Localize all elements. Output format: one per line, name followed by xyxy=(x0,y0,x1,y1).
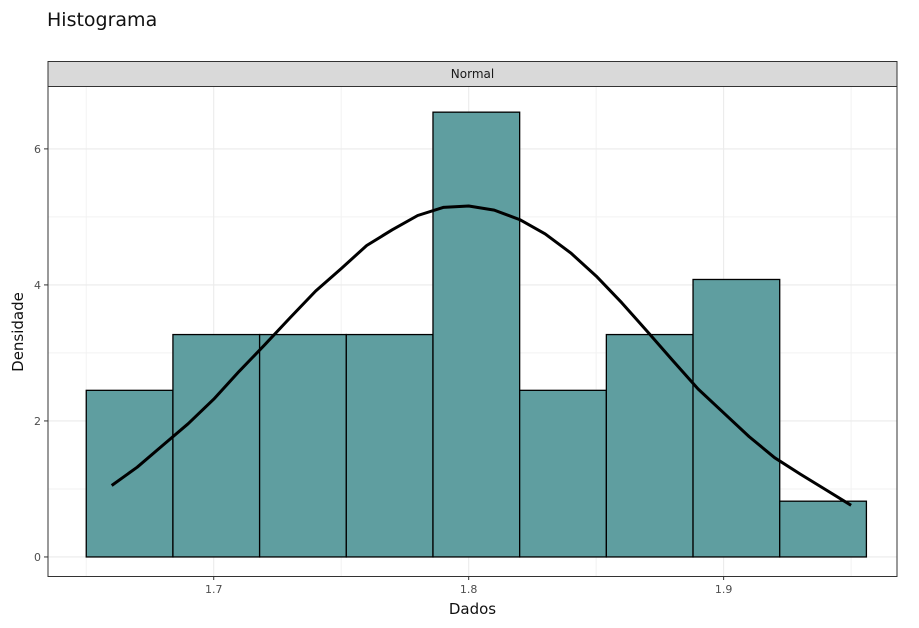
chart-title: Histograma xyxy=(47,9,157,31)
y-tick-label: 0 xyxy=(34,551,41,564)
histogram-bar xyxy=(172,333,261,558)
x-axis-ticks: 1.7 1.8 1.9 xyxy=(205,576,732,596)
panel-border xyxy=(47,86,898,577)
facet-strip-background xyxy=(47,61,898,87)
y-tick-label: 6 xyxy=(34,143,41,156)
histogram-bar xyxy=(345,333,434,558)
histogram-bars xyxy=(85,111,868,558)
histogram-bar xyxy=(692,278,781,558)
y-tick-label: 4 xyxy=(34,279,41,292)
y-tick-label: 2 xyxy=(34,415,41,428)
x-tick-label: 1.7 xyxy=(205,583,223,596)
histogram-bar xyxy=(779,500,868,558)
density-curve xyxy=(110,204,852,507)
x-tick-label: 1.9 xyxy=(715,583,733,596)
facet-strip-label: Normal xyxy=(451,67,494,81)
y-axis-label: Densidade xyxy=(9,292,27,372)
histogram-bar xyxy=(432,111,521,558)
facet-strip: Normal xyxy=(47,61,898,87)
histogram-bar xyxy=(258,333,347,558)
density-curve-line xyxy=(110,204,852,507)
y-axis-ticks: 0 2 4 6 xyxy=(34,143,48,564)
x-tick-label: 1.8 xyxy=(460,583,478,596)
x-axis-label: Dados xyxy=(449,600,496,618)
histogram-bar xyxy=(605,333,694,558)
histogram-bar xyxy=(519,389,608,558)
